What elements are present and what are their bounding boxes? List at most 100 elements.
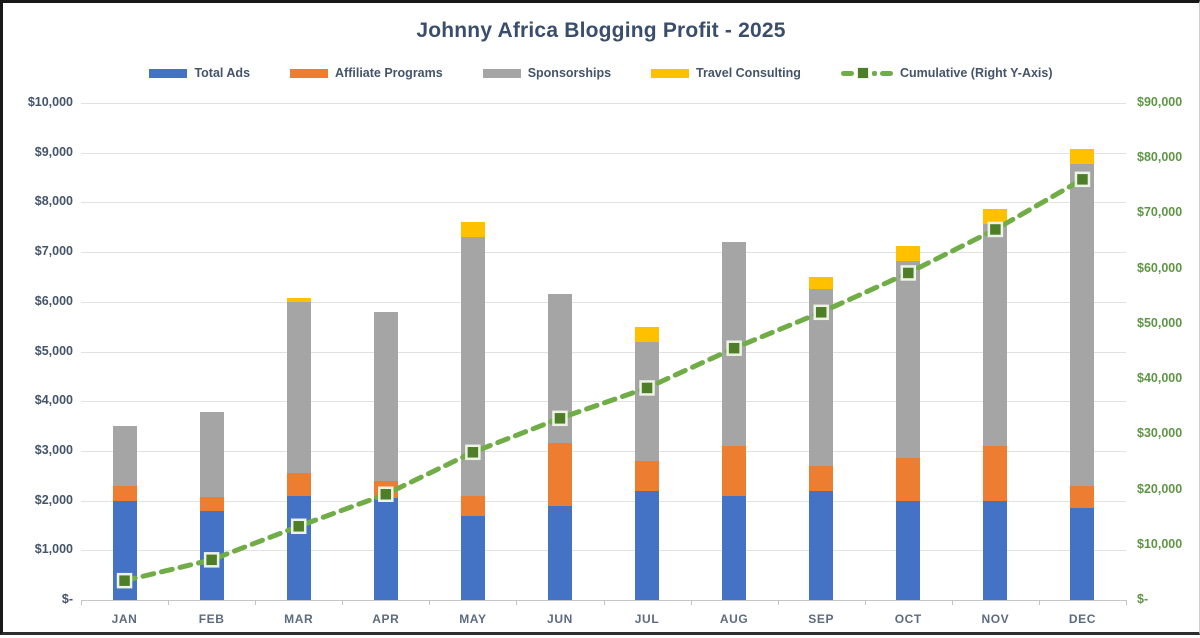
bar-segment-total-ads-may[interactable] [460,515,485,600]
x-axis-month-label: FEB [198,612,225,626]
x-axis-tick [516,600,517,605]
bar-segment-total-ads-jun[interactable] [547,505,572,600]
bar-segment-sponsorships-feb[interactable] [199,412,224,497]
bar-segment-affiliate-programs-apr[interactable] [373,480,398,499]
x-axis-tick [952,600,953,605]
legend-item-travel-consulting[interactable]: Travel Consulting [651,66,801,80]
legend-swatch-sponsorships [482,68,521,78]
right-axis-tick-label: $70,000 [1137,205,1183,220]
cumulative-key-shape [856,67,869,79]
bar-segment-travel-consulting-oct[interactable] [896,245,921,261]
left-axis-tick-label: $9,000 [34,144,73,159]
bar-segment-total-ads-feb[interactable] [199,510,224,600]
gridline [81,103,1126,104]
x-axis-tick [255,600,256,605]
bar-segment-total-ads-nov[interactable] [983,500,1008,600]
bar-segment-travel-consulting-mar[interactable] [286,298,311,302]
bar-segment-sponsorships-apr[interactable] [373,311,398,481]
x-axis-month-label: JUN [547,612,573,626]
bar-segment-sponsorships-nov[interactable] [983,223,1008,446]
gridline [81,351,1126,353]
legend-item-label: Cumulative (Right Y-Axis) [899,66,1053,80]
x-axis-month-label: APR [372,612,400,626]
bar-segment-travel-consulting-may[interactable] [460,222,485,238]
x-axis-tick [604,600,605,605]
legend-item-label: Affiliate Programs [335,66,443,80]
legend-item-sponsorships[interactable]: Sponsorships [482,66,611,80]
bar-segment-travel-consulting-sep[interactable] [809,276,834,290]
x-axis-tick [778,600,779,605]
bar-segment-affiliate-programs-feb[interactable] [199,496,224,511]
x-axis-month-label: SEP [808,612,835,626]
x-axis-tick [342,600,343,605]
bar-segment-sponsorships-may[interactable] [460,237,485,496]
left-axis-tick-label: $6,000 [34,293,73,308]
bar-segment-total-ads-dec[interactable] [1070,508,1095,600]
x-axis-tick [691,600,692,605]
bar-segment-total-ads-mar[interactable] [286,495,311,600]
bar-segment-sponsorships-oct[interactable] [896,260,921,459]
gridline [81,401,1126,403]
x-axis-month-label: DEC [1068,612,1097,626]
x-axis-tick [429,600,430,605]
bar-segment-sponsorships-jul[interactable] [635,341,660,461]
bar-segment-affiliate-programs-nov[interactable] [983,445,1008,501]
left-axis-tick-label: $7,000 [34,244,73,259]
legend-item-affiliate-programs[interactable]: Affiliate Programs [290,66,443,80]
gridline [81,450,1126,452]
right-axis-tick-label: $- [1137,592,1149,606]
x-axis-line [81,600,1126,601]
gridline [81,301,1126,303]
legend: Total Ads Affiliate Programs Sponsorships T… [3,63,1199,83]
bar-segment-total-ads-jul[interactable] [635,490,660,600]
x-axis-month-label: OCT [894,612,922,626]
legend-item-cumulative[interactable]: Cumulative (Right Y-Axis) [840,66,1053,80]
right-axis-tick-label: $80,000 [1137,150,1183,165]
left-axis-tick-label: $5,000 [34,343,73,358]
legend-item-total-ads[interactable]: Total Ads [149,66,250,80]
bar-segment-affiliate-programs-jul[interactable] [635,460,660,491]
bar-segment-total-ads-jan[interactable] [112,500,137,600]
x-axis-month-label: MAR [284,612,314,626]
bar-segment-sponsorships-aug[interactable] [722,242,747,446]
x-axis-tick [168,600,169,605]
x-axis-month-label: JUL [634,612,660,626]
bar-segment-affiliate-programs-jun[interactable] [547,443,572,506]
right-axis-tick-label: $10,000 [1137,536,1183,551]
left-axis-tick-label: $8,000 [34,194,73,209]
x-axis-tick [1039,600,1040,605]
gridline [81,252,1126,254]
bar-segment-total-ads-aug[interactable] [722,495,747,600]
bar-segment-affiliate-programs-jan[interactable] [112,485,137,501]
bar-segment-travel-consulting-dec[interactable] [1070,148,1095,164]
bar-segment-travel-consulting-nov[interactable] [983,208,1008,224]
cumulative-key-shape [840,70,854,76]
bar-segment-affiliate-programs-dec[interactable] [1070,485,1095,509]
gridline [81,550,1126,552]
cumulative-line[interactable] [122,176,1085,584]
bar-segment-affiliate-programs-sep[interactable] [809,465,834,491]
left-axis-tick-label: $10,000 [27,95,73,109]
bar-segment-total-ads-sep[interactable] [809,490,834,600]
right-axis-tick-label: $30,000 [1137,426,1183,441]
bar-segment-affiliate-programs-may[interactable] [460,495,485,516]
bar-segment-affiliate-programs-aug[interactable] [722,445,747,496]
legend-item-label: Total Ads [194,66,251,80]
bar-segment-sponsorships-jun[interactable] [547,294,572,444]
bar-segment-total-ads-apr[interactable] [373,498,398,600]
bar-segment-affiliate-programs-mar[interactable] [286,473,311,496]
bar-segment-sponsorships-dec[interactable] [1070,163,1095,486]
bar-segment-travel-consulting-jul[interactable] [635,326,660,342]
chart-title: Johnny Africa Blogging Profit - 2025 [416,19,786,42]
right-axis-tick-label: $20,000 [1137,481,1183,496]
right-axis-tick-label: $40,000 [1137,371,1183,386]
bar-segment-total-ads-oct[interactable] [896,500,921,600]
x-axis-month-label: JAN [111,612,138,626]
bar-segment-sponsorships-mar[interactable] [286,301,311,474]
bar-segment-sponsorships-sep[interactable] [809,289,834,466]
bar-segment-affiliate-programs-oct[interactable] [896,458,921,501]
left-axis-tick-label: $3,000 [34,442,73,457]
bar-segment-sponsorships-jan[interactable] [112,426,137,486]
legend-swatch-total-ads [149,68,188,78]
